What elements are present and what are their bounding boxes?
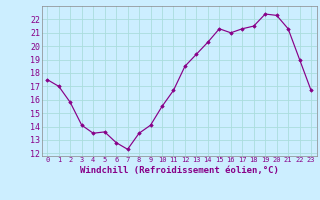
X-axis label: Windchill (Refroidissement éolien,°C): Windchill (Refroidissement éolien,°C) — [80, 166, 279, 175]
